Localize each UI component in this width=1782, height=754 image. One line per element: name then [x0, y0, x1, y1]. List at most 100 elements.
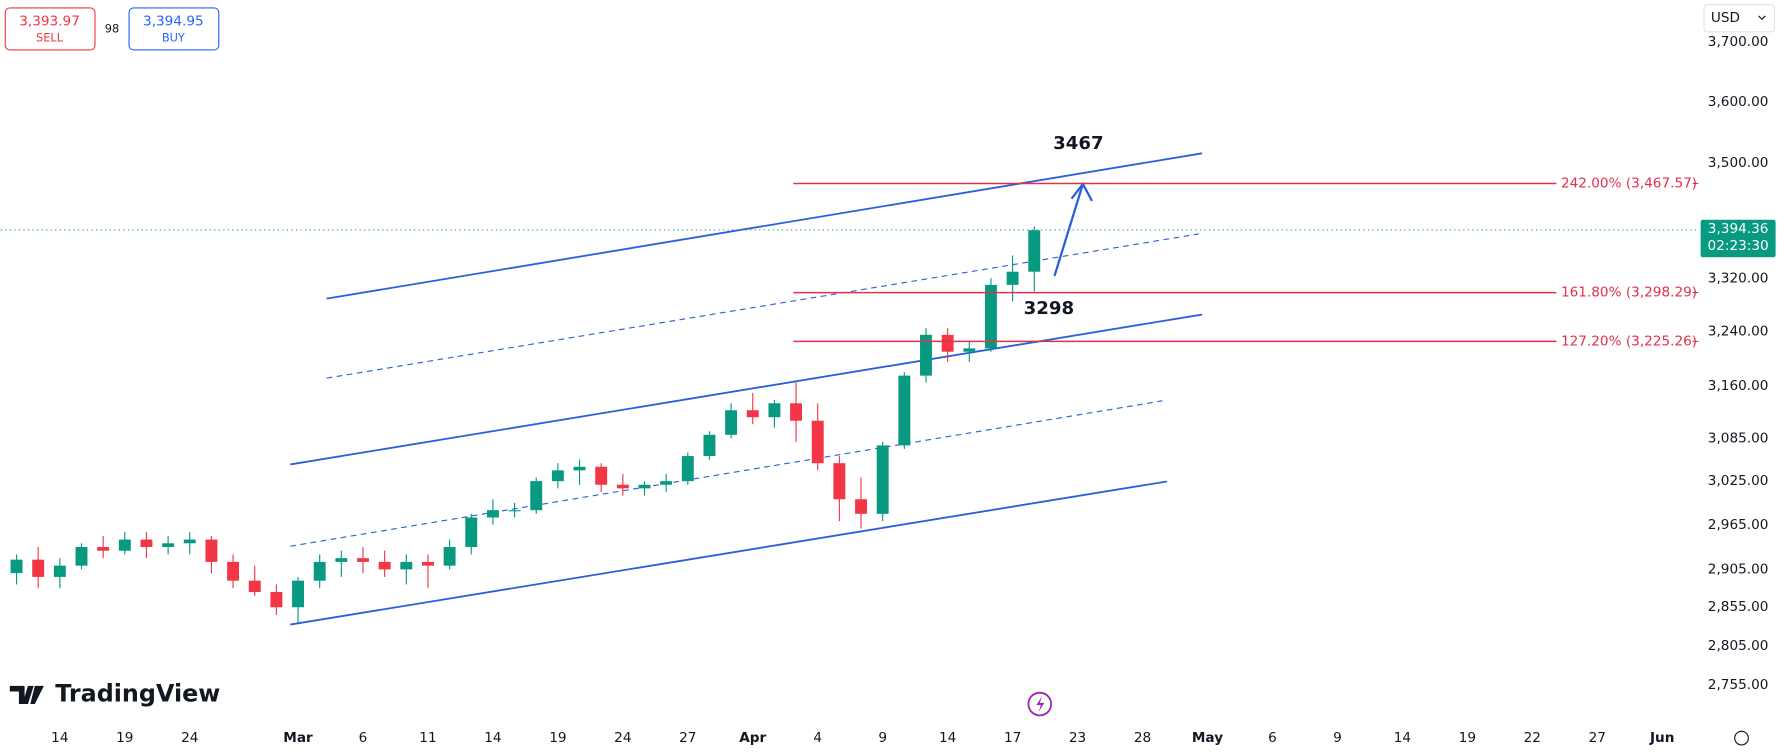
- x-tick-label: 4: [813, 730, 822, 746]
- candle-body: [573, 466, 586, 471]
- candle-body: [292, 580, 304, 608]
- candle-body: [227, 561, 240, 581]
- channel-line: [290, 313, 1203, 466]
- y-tick-label: 2,965.00: [1708, 517, 1769, 533]
- fib-label: 242.00% (3,467.57): [1561, 175, 1697, 191]
- x-tick-label: 14: [484, 730, 501, 746]
- candle-body: [530, 481, 543, 511]
- x-tick-label: 22: [1524, 730, 1541, 746]
- y-tick-label: 3,085.00: [1708, 430, 1769, 446]
- x-tick-label: 19: [549, 730, 566, 746]
- candle-body: [162, 543, 175, 547]
- candle-body: [746, 410, 759, 418]
- plot: 3,700.00 3,600.00 3,500.00 3,320.00 3,240.00…: [0, 34, 1776, 746]
- brand: TradingView: [55, 679, 220, 707]
- lightning-icon[interactable]: [1027, 691, 1053, 717]
- drawings: [290, 152, 1203, 626]
- x-tick-label: 27: [1589, 730, 1606, 746]
- annotation: 3467: [1053, 133, 1104, 154]
- lightning-glyph: [1036, 696, 1045, 712]
- candle-body: [790, 403, 803, 421]
- candle-body: [833, 463, 846, 500]
- currency: USD: [1711, 10, 1740, 26]
- logo-mark: [9, 685, 44, 705]
- candle-body: [876, 445, 889, 514]
- buy-label: BUY: [162, 31, 185, 45]
- candle-body: [1006, 271, 1019, 285]
- y-tick-label: 2,805.00: [1708, 638, 1769, 654]
- y-tick-label: 2,905.00: [1708, 561, 1769, 577]
- candle-body: [638, 484, 651, 489]
- countdown: 02:23:30: [1708, 238, 1769, 254]
- candle-body: [811, 420, 824, 464]
- annotation: 3298: [1024, 298, 1075, 319]
- candle-body: [725, 410, 738, 435]
- y-tick-label: 3,160.00: [1708, 378, 1769, 394]
- candle-body: [616, 484, 629, 489]
- y-tick-label: 3,500.00: [1708, 155, 1769, 171]
- candle-body: [963, 348, 976, 352]
- channel-line: [326, 152, 1203, 300]
- y-tick-label: 3,700.00: [1708, 34, 1769, 50]
- x-tick-label: 6: [1268, 730, 1277, 746]
- last-price-box: [1700, 219, 1776, 258]
- candle-body: [10, 559, 23, 574]
- buy-price: 3,394.95: [143, 14, 204, 30]
- fib-label: 161.80% (3,298.29): [1561, 285, 1697, 301]
- x-tick-label: 9: [878, 730, 887, 746]
- candle-body: [32, 559, 45, 577]
- x-tick-label: 23: [1069, 730, 1086, 746]
- candle-body: [140, 539, 153, 547]
- x-tick-label: 14: [939, 730, 956, 746]
- x-tick-label: 14: [51, 730, 68, 746]
- sell-price: 3,393.97: [19, 14, 80, 30]
- candle-body: [984, 284, 997, 349]
- x-tick-label: 28: [1134, 730, 1151, 746]
- chevron: [1758, 15, 1766, 21]
- candle-body: [941, 334, 954, 352]
- currency-select[interactable]: [1703, 3, 1776, 33]
- candle-body: [898, 375, 911, 446]
- x-tick-label: 9: [1333, 730, 1342, 746]
- x-tick-label: May: [1192, 730, 1223, 746]
- x-tick-label: 11: [419, 730, 436, 746]
- settings-icon[interactable]: [1734, 730, 1749, 746]
- buy-button[interactable]: [128, 7, 220, 51]
- x-tick-label: Jun: [1649, 730, 1674, 746]
- candle-body: [97, 546, 110, 551]
- x-tick-label: Mar: [283, 730, 313, 746]
- channel-line: [290, 480, 1168, 626]
- candle-body: [400, 561, 413, 570]
- candle-body: [357, 558, 369, 562]
- candle-body: [508, 510, 521, 512]
- y-tick-label: 3,320.00: [1708, 270, 1769, 286]
- candle-body: [703, 434, 716, 457]
- x-tick-label: 24: [181, 730, 198, 746]
- candle-body: [53, 565, 66, 577]
- sell-button[interactable]: [4, 7, 96, 51]
- candle-body: [75, 546, 88, 566]
- x-tick-label: 14: [1394, 730, 1411, 746]
- candle-body: [920, 334, 932, 376]
- spread: 98: [105, 22, 119, 36]
- candle-body: [313, 561, 326, 581]
- candle-body: [378, 561, 391, 570]
- x-tick-label: 27: [679, 730, 696, 746]
- x-tick-label: 19: [116, 730, 133, 746]
- candle-body: [1028, 230, 1041, 272]
- x-tick-label: 24: [614, 730, 631, 746]
- candle-body: [443, 546, 456, 566]
- channel-midline: [326, 233, 1199, 379]
- channel-midline: [290, 400, 1163, 547]
- candle-body: [465, 517, 478, 547]
- candle-body: [595, 466, 608, 485]
- candle-body: [270, 592, 283, 608]
- candle-body: [335, 558, 348, 562]
- candle-body: [118, 539, 131, 551]
- y-tick-label: 3,240.00: [1708, 323, 1769, 339]
- y-tick-label: 2,755.00: [1708, 677, 1769, 693]
- candle-body: [768, 403, 781, 418]
- candle-body: [660, 481, 673, 485]
- candle-body: [422, 561, 434, 566]
